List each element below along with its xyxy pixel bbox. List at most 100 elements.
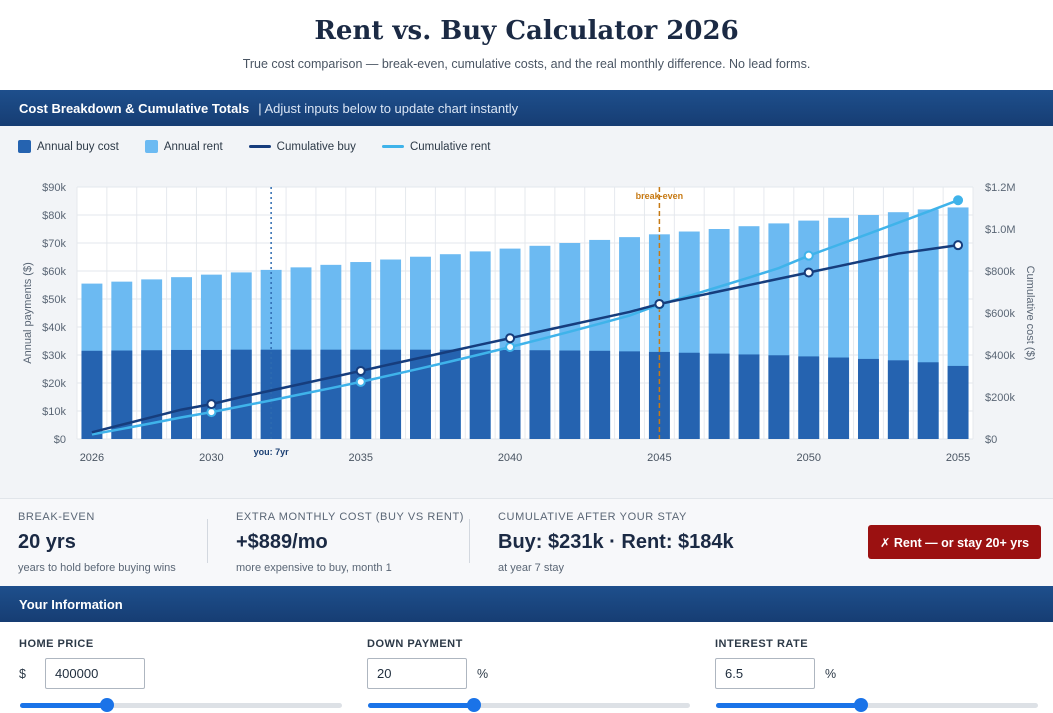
buy-bar — [768, 355, 790, 439]
x-tick-label: 2026 — [80, 452, 104, 464]
buy-bar — [828, 357, 850, 439]
page-header: Rent vs. Buy Calculator 2026 True cost c… — [0, 0, 1053, 90]
y-tick-label: $10k — [42, 406, 66, 418]
percent-suffix: % — [825, 666, 837, 681]
stat-label: CUMULATIVE AFTER YOUR STAY — [498, 511, 687, 523]
rent-buy-chart: $0 $10k $20k $30k $40k $50k $60k $70k $80k $90k $0… — [22, 182, 1036, 464]
down-payment-input[interactable] — [367, 658, 467, 689]
stat-value: Buy: $231k · Rent: $184k — [498, 531, 734, 553]
slider-fill — [716, 703, 861, 708]
legend-swatch — [144, 140, 158, 153]
x-tick-label: 2050 — [796, 452, 820, 464]
field-label: INTEREST RATE — [715, 638, 809, 650]
interest-rate-input[interactable] — [715, 658, 815, 689]
page-subtitle: True cost comparison — break-even, cumul… — [242, 57, 811, 71]
stat-sub: more expensive to buy, month 1 — [236, 562, 392, 574]
inputs-section-title: Your Information — [19, 596, 123, 612]
legend-swatch — [18, 140, 31, 153]
verdict-button[interactable]: ✗ Rent — or stay 20+ yrs — [868, 525, 1041, 559]
inputs-section-header: Your Information — [0, 586, 1053, 622]
y-tick-label: $30k — [42, 350, 66, 362]
stat-cumulative: CUMULATIVE AFTER YOUR STAY Buy: $231k · … — [498, 511, 734, 574]
cumulative-buy-line — [91, 243, 959, 434]
buy-bar — [678, 352, 700, 439]
buy-bar — [320, 349, 342, 439]
y-tick-label: $50k — [42, 294, 66, 306]
legend-label: Annual buy cost — [37, 140, 119, 153]
legend-label: Cumulative rent — [409, 140, 491, 153]
buy-bar — [619, 351, 640, 439]
y-tick-label: $70k — [42, 238, 66, 250]
buy-bar — [589, 350, 611, 439]
cumulative-rent-point — [206, 407, 217, 418]
x-tick-label: 2045 — [647, 452, 671, 464]
x-tick-label: 2055 — [946, 452, 970, 464]
legend-annual-rent[interactable]: Annual rent — [144, 140, 223, 153]
break-even-label: break-even — [636, 191, 684, 201]
interest-rate-slider[interactable] — [716, 698, 1038, 712]
cumulative-rent-line — [91, 199, 959, 436]
field-label: DOWN PAYMENT — [367, 638, 463, 650]
buy-bar — [410, 349, 431, 439]
cumulative-rent-point — [953, 195, 964, 206]
buy-bar — [947, 365, 969, 439]
stat-sub: at year 7 stay — [498, 562, 565, 574]
buy-bar — [200, 349, 222, 439]
slider-thumb[interactable] — [99, 698, 114, 712]
chart-section-header: Cost Breakdown & Cumulative Totals | Adj… — [0, 90, 1053, 126]
y2-axis-label: Cumulative cost ($) — [1024, 266, 1036, 361]
x-tick-label: 2040 — [498, 452, 522, 464]
home-price-slider[interactable] — [20, 698, 342, 712]
legend-swatch — [381, 145, 404, 148]
legend-cumulative-buy[interactable]: Cumulative buy — [248, 140, 356, 153]
buy-bar — [887, 360, 909, 439]
cumulative-rent-point — [505, 342, 516, 353]
buy-bar — [111, 350, 133, 439]
legend-annual-buy[interactable]: Annual buy cost — [18, 140, 119, 153]
legend-cumulative-rent[interactable]: Cumulative rent — [381, 140, 491, 153]
stat-divider — [469, 519, 470, 563]
y2-tick-label: $0 — [985, 434, 997, 446]
y-tick-label: $20k — [42, 378, 66, 390]
y2-tick-label: $1.2M — [985, 182, 1016, 194]
cumulative-buy-point — [505, 333, 516, 344]
buy-bar — [499, 349, 521, 439]
slider-thumb[interactable] — [853, 698, 868, 712]
stat-extra-monthly: EXTRA MONTHLY COST (BUY VS RENT) +$889/m… — [236, 511, 464, 574]
page-title: Rent vs. Buy Calculator 2026 — [314, 16, 739, 46]
down-payment-slider[interactable] — [368, 698, 690, 712]
slider-thumb[interactable] — [467, 698, 482, 712]
slider-track — [716, 703, 1038, 708]
y2-tick-label: $400k — [985, 350, 1015, 362]
stat-divider — [207, 519, 208, 563]
y2-tick-label: $1.0M — [985, 224, 1016, 236]
legend-label: Annual rent — [163, 140, 223, 153]
x-tick-label: 2035 — [348, 452, 372, 464]
chart-section-title: Cost Breakdown & Cumulative Totals — [19, 100, 250, 116]
y-tick-label: $80k — [42, 210, 66, 222]
stay-label: you: 7yr — [254, 447, 290, 457]
cumulative-buy-point — [355, 365, 366, 376]
y-tick-label: $60k — [42, 266, 66, 278]
stat-break-even: BREAK-EVEN 20 yrs years to hold before b… — [18, 511, 176, 574]
cumulative-buy-point — [654, 298, 665, 309]
buy-bar — [230, 349, 252, 439]
cumulative-rent-point — [803, 250, 814, 261]
slider-fill — [368, 703, 475, 708]
slider-fill — [20, 703, 107, 708]
buy-bar — [380, 349, 402, 439]
y2-tick-label: $200k — [985, 392, 1015, 404]
legend-swatch — [248, 145, 271, 148]
buy-bar — [858, 358, 879, 439]
home-price-field: HOME PRICE $ — [19, 638, 145, 689]
percent-suffix: % — [477, 666, 489, 681]
buy-bar — [708, 353, 730, 439]
stat-label: EXTRA MONTHLY COST (BUY VS RENT) — [236, 511, 465, 523]
legend-label: Cumulative buy — [276, 140, 356, 153]
stat-sub: years to hold before buying wins — [18, 562, 176, 574]
cumulative-buy-point — [803, 267, 814, 278]
buy-bar — [171, 349, 192, 439]
field-label: HOME PRICE — [19, 638, 94, 650]
down-payment-field: DOWN PAYMENT % — [367, 638, 488, 689]
home-price-input[interactable] — [44, 658, 145, 689]
